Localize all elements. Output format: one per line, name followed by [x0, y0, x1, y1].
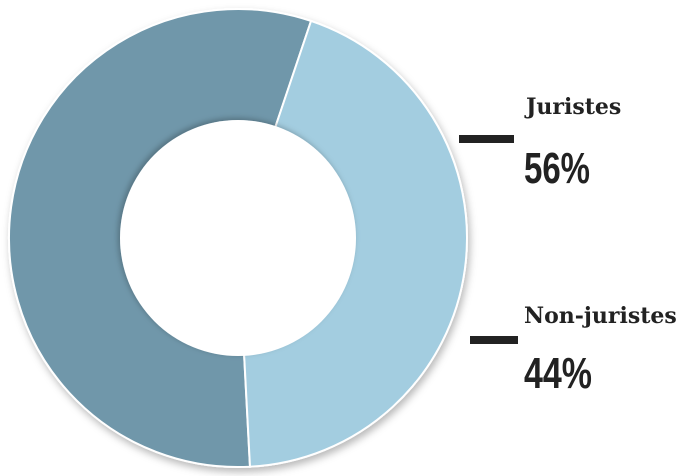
legend-marker-juristes [459, 135, 514, 143]
legend-non-juristes: Non-juristes 44% [470, 303, 677, 398]
legend-marker-non-juristes [470, 336, 518, 344]
data-label-non-juristes: 44% [524, 349, 592, 398]
legend-label-non-juristes: Non-juristes [524, 303, 677, 329]
legend-juristes: Juristes 56% [459, 94, 621, 193]
donut-hole [120, 120, 356, 356]
legend-label-juristes: Juristes [524, 94, 621, 120]
data-label-juristes: 56% [524, 144, 590, 193]
